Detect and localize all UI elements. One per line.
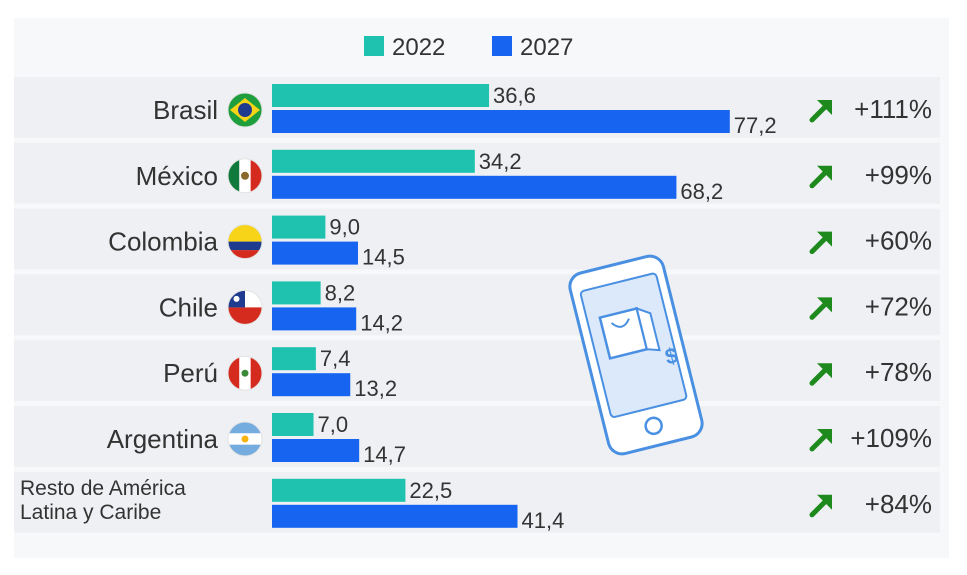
value-label-2027: 14,7 — [363, 442, 406, 467]
colombia-flag-icon — [227, 224, 263, 260]
bar-2022 — [272, 149, 475, 173]
value-label-2022: 7,0 — [318, 412, 349, 437]
up-right-arrow-icon — [809, 297, 832, 320]
growth-label: +109% — [850, 423, 932, 453]
bar-2027 — [272, 504, 518, 528]
mexico-flag-icon — [227, 158, 263, 194]
category-label: Resto de América — [20, 477, 186, 500]
row-background — [14, 274, 940, 336]
bar-2022 — [272, 413, 314, 436]
category-label: Colombia — [108, 227, 218, 257]
value-label-2027: 77,2 — [734, 113, 777, 138]
category-label: Argentina — [107, 424, 219, 454]
bar-2022 — [272, 84, 490, 107]
bar-2022 — [272, 347, 316, 371]
bar-2027 — [272, 439, 360, 462]
growth-label: +99% — [865, 160, 932, 190]
growth-label: +60% — [865, 226, 932, 256]
row-background — [14, 340, 940, 401]
value-label-2027: 68,2 — [680, 179, 723, 204]
bar-2027 — [272, 175, 677, 199]
bar-2027 — [272, 373, 351, 397]
chile-flag-icon — [227, 289, 263, 325]
value-label-2027: 13,2 — [354, 376, 397, 401]
value-label-2027: 14,5 — [362, 245, 405, 270]
argentina-flag-icon — [227, 421, 263, 457]
value-label-2022: 7,4 — [320, 346, 351, 371]
legend-label-2022: 2022 — [392, 34, 445, 61]
value-label-2022: 22,5 — [409, 478, 452, 503]
category-label: Brasil — [153, 95, 218, 125]
row-background — [14, 406, 940, 467]
category-label: Latina y Caribe — [20, 501, 161, 524]
bar-2022 — [272, 215, 326, 239]
category-label: México — [136, 161, 218, 191]
value-label-2022: 36,6 — [493, 83, 536, 108]
growth-label: +78% — [865, 357, 932, 387]
bar-2027 — [272, 241, 358, 265]
up-right-arrow-icon — [809, 494, 832, 518]
growth-label: +111% — [854, 94, 932, 124]
up-right-arrow-icon — [809, 429, 832, 452]
bar-2027 — [272, 110, 730, 133]
up-right-arrow-icon — [809, 100, 832, 123]
legend-swatch-2027 — [492, 36, 512, 56]
value-label-2022: 34,2 — [479, 149, 522, 174]
smartphone-shopping-bag-icon: $ — [568, 254, 704, 456]
value-label-2027: 41,4 — [522, 508, 565, 533]
category-label: Perú — [163, 358, 218, 388]
value-label-2022: 8,2 — [325, 280, 356, 305]
peru-flag-icon — [227, 355, 263, 391]
bar-2022 — [272, 478, 406, 502]
bar-2027 — [272, 307, 357, 331]
legend-swatch-2022 — [364, 36, 384, 56]
growth-label: +72% — [865, 291, 932, 321]
row-background — [14, 208, 940, 270]
category-label: Chile — [159, 292, 218, 322]
growth-label: +84% — [865, 489, 932, 519]
svg-text:$: $ — [662, 342, 680, 369]
brazil-flag-icon — [227, 92, 263, 128]
value-label-2027: 14,2 — [360, 310, 403, 335]
legend-label-2027: 2027 — [520, 34, 573, 61]
up-right-arrow-icon — [809, 231, 832, 255]
up-right-arrow-icon — [809, 363, 832, 386]
up-right-arrow-icon — [809, 165, 832, 189]
value-label-2022: 9,0 — [329, 215, 360, 240]
bar-2022 — [272, 281, 321, 305]
